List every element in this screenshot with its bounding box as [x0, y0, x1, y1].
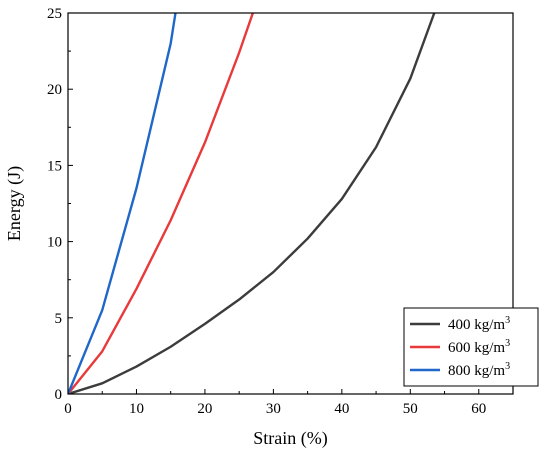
- legend-label-1: 400 kg/m3: [448, 315, 510, 333]
- y-tick-label: 10: [47, 235, 62, 251]
- legend-label-superscript: 3: [505, 315, 510, 326]
- legend-label-superscript: 3: [505, 338, 510, 349]
- y-axis-title: Energy (J): [4, 166, 25, 241]
- series-line-2: [68, 13, 255, 394]
- x-tick-label: 20: [197, 401, 212, 417]
- y-tick-label: 0: [55, 387, 63, 403]
- x-tick-label: 40: [334, 401, 349, 417]
- y-axis-ticks: 0 5 10 15 20 25: [47, 6, 73, 403]
- x-tick-label: 50: [403, 401, 418, 417]
- y-tick-label: 15: [47, 158, 62, 174]
- legend-label-text: 400 kg/m: [448, 317, 505, 333]
- y-tick-label: 25: [47, 6, 62, 22]
- x-axis-title: Strain (%): [253, 428, 327, 449]
- legend-label-text: 600 kg/m: [448, 340, 505, 356]
- x-tick-label: 0: [64, 401, 72, 417]
- series-layer: [68, 13, 436, 394]
- legend-label-3: 800 kg/m3: [448, 361, 510, 379]
- y-tick-label: 5: [55, 311, 63, 327]
- y-tick-label: 20: [47, 82, 62, 98]
- legend-label-2: 600 kg/m3: [448, 338, 510, 356]
- legend-label-text: 800 kg/m: [448, 363, 505, 379]
- series-line-1: [68, 13, 436, 394]
- legend-label-superscript: 3: [505, 361, 510, 372]
- x-tick-label: 10: [129, 401, 144, 417]
- x-tick-label: 60: [471, 401, 486, 417]
- x-tick-label: 30: [266, 401, 281, 417]
- x-axis-ticks: 0 10 20 30 40 50 60: [64, 389, 486, 417]
- series-line-3: [68, 13, 177, 394]
